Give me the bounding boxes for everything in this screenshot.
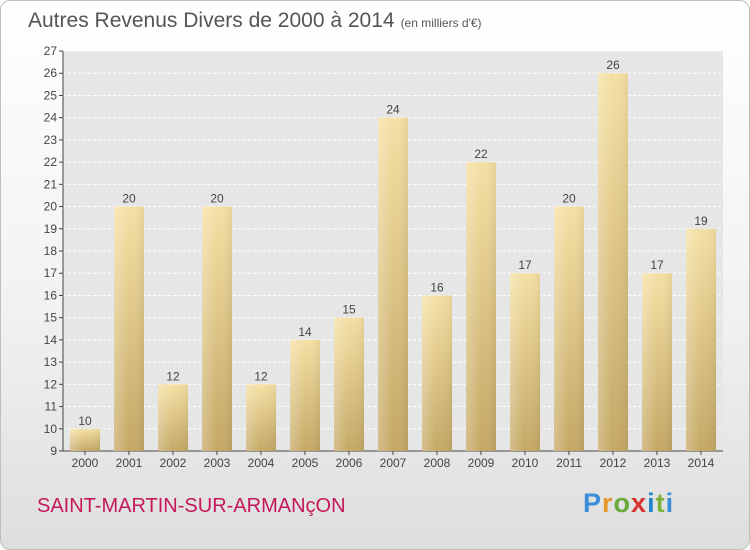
chart-subtitle: (en milliers d'€) bbox=[400, 16, 482, 30]
data-label-2012: 26 bbox=[606, 58, 620, 72]
x-tick-label-2004: 2004 bbox=[248, 456, 275, 470]
logo-letter: i bbox=[665, 488, 675, 518]
data-label-2010: 17 bbox=[518, 258, 532, 272]
y-tick-label: 10 bbox=[44, 422, 58, 436]
bar-shine-2014 bbox=[686, 228, 716, 451]
y-tick-label: 25 bbox=[44, 88, 58, 102]
x-tick-label-2009: 2009 bbox=[468, 456, 495, 470]
data-label-2003: 20 bbox=[210, 192, 224, 206]
proxiti-logo: Proxiti bbox=[583, 488, 674, 519]
y-tick-label: 27 bbox=[44, 44, 58, 58]
x-tick-label-2000: 2000 bbox=[72, 456, 99, 470]
y-tick-label: 9 bbox=[50, 444, 57, 458]
y-tick-label: 20 bbox=[44, 200, 58, 214]
data-label-2005: 14 bbox=[298, 325, 312, 339]
x-tick-label-2013: 2013 bbox=[644, 456, 671, 470]
data-label-2001: 20 bbox=[122, 192, 136, 206]
logo-letter: P bbox=[583, 488, 603, 518]
chart-title: Autres Revenus Divers de 2000 à 2014 (en … bbox=[28, 9, 482, 33]
data-label-2011: 20 bbox=[562, 192, 576, 206]
data-label-2014: 19 bbox=[694, 214, 708, 228]
y-tick-label: 16 bbox=[44, 288, 58, 302]
y-tick-label: 13 bbox=[44, 355, 58, 369]
bar-shine-2011 bbox=[554, 206, 584, 451]
bar-shine-2003 bbox=[202, 206, 232, 451]
bar-shine-2008 bbox=[422, 295, 452, 451]
x-tick-label-2012: 2012 bbox=[600, 456, 627, 470]
bar-shine-2007 bbox=[378, 117, 408, 452]
y-tick-label: 14 bbox=[44, 333, 58, 347]
x-tick-label-2003: 2003 bbox=[204, 456, 231, 470]
x-tick-label-2008: 2008 bbox=[424, 456, 451, 470]
bar-shine-2013 bbox=[642, 273, 672, 451]
x-tick-label-2010: 2010 bbox=[512, 456, 539, 470]
y-tick-label: 21 bbox=[44, 177, 58, 191]
data-label-2004: 12 bbox=[254, 369, 268, 383]
data-label-2008: 16 bbox=[430, 280, 444, 294]
bar-shine-2010 bbox=[510, 273, 540, 451]
y-tick-label: 12 bbox=[44, 377, 58, 391]
bar-shine-2004 bbox=[246, 384, 276, 451]
chart-title-main: Autres Revenus Divers de 2000 à 2014 bbox=[28, 9, 395, 32]
bar-shine-2006 bbox=[334, 317, 364, 451]
y-tick-label: 23 bbox=[44, 133, 58, 147]
logo-letter: i bbox=[647, 488, 656, 518]
bar-shine-2001 bbox=[114, 206, 144, 451]
y-tick-label: 18 bbox=[44, 244, 58, 258]
bar-shine-2009 bbox=[466, 162, 496, 451]
y-tick-label: 11 bbox=[45, 400, 58, 414]
y-tick-label: 26 bbox=[44, 66, 58, 80]
bar-shine-2002 bbox=[158, 384, 188, 451]
data-label-2007: 24 bbox=[386, 103, 400, 117]
logo-letter: x bbox=[631, 488, 648, 518]
data-label-2013: 17 bbox=[650, 258, 664, 272]
bar-shine-2012 bbox=[598, 73, 628, 451]
bar-shine-2000 bbox=[70, 428, 100, 451]
x-tick-label-2006: 2006 bbox=[336, 456, 363, 470]
bar-shine-2005 bbox=[290, 339, 320, 451]
logo-letter: o bbox=[613, 488, 632, 518]
x-tick-label-2014: 2014 bbox=[688, 456, 715, 470]
y-tick-label: 17 bbox=[44, 266, 58, 280]
x-tick-label-2001: 2001 bbox=[116, 456, 143, 470]
x-tick-label-2007: 2007 bbox=[380, 456, 407, 470]
y-tick-label: 22 bbox=[44, 155, 58, 169]
y-tick-label: 19 bbox=[44, 222, 58, 236]
data-label-2002: 12 bbox=[166, 369, 180, 383]
data-label-2009: 22 bbox=[474, 147, 488, 161]
commune-name: SAINT-MARTIN-SUR-ARMANçON bbox=[37, 495, 346, 517]
x-tick-label-2005: 2005 bbox=[292, 456, 319, 470]
data-label-2006: 15 bbox=[342, 303, 356, 317]
y-tick-label: 15 bbox=[44, 311, 58, 325]
logo-letter: t bbox=[655, 488, 666, 518]
logo-letter: r bbox=[602, 488, 614, 518]
y-tick-label: 24 bbox=[44, 111, 58, 125]
x-tick-label-2002: 2002 bbox=[160, 456, 187, 470]
data-label-2000: 10 bbox=[78, 414, 92, 428]
x-tick-label-2011: 2011 bbox=[556, 456, 582, 470]
